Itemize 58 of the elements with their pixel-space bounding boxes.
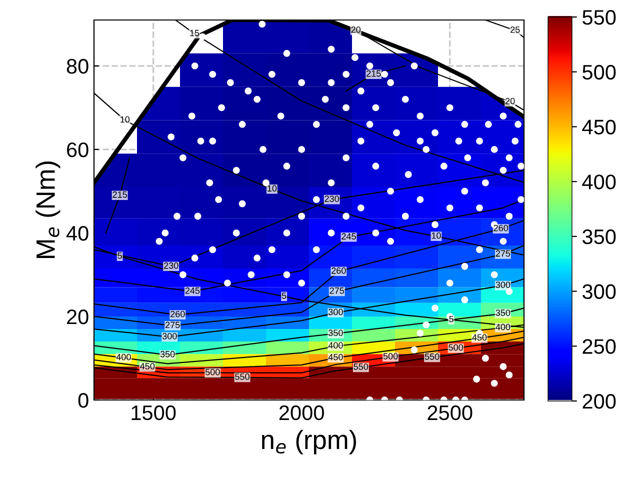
annotation: 215 xyxy=(112,191,127,198)
annotation: 300 xyxy=(328,308,343,316)
annotation: 550 xyxy=(354,363,368,370)
annotation: 450 xyxy=(328,354,343,360)
color-bar-label: 250 xyxy=(582,339,616,354)
annotation: 10 xyxy=(432,232,441,239)
annotation: 400 xyxy=(328,342,343,349)
annotation: 275 xyxy=(496,250,510,257)
annotation: 5 xyxy=(282,292,286,299)
color-bar-label: 400 xyxy=(582,174,616,190)
annotation: 450 xyxy=(472,334,487,341)
y-tick-label: 80 xyxy=(66,58,88,74)
annotation: 450 xyxy=(140,363,155,370)
annotation: 20 xyxy=(505,98,515,104)
y-tick-label: 40 xyxy=(66,226,88,241)
annotation: 230 xyxy=(164,262,178,269)
x-axis-title: n$_{e}$ (rpm) xyxy=(262,430,356,454)
annotation: 20 xyxy=(351,26,361,33)
annotation: 400 xyxy=(116,354,131,360)
annotation: 500 xyxy=(383,353,398,360)
color-bar-label: 450 xyxy=(582,120,616,134)
annotation: 5 xyxy=(449,316,454,322)
annotation: 10 xyxy=(120,116,130,123)
annotation: 10 xyxy=(268,185,277,192)
annotation: 260 xyxy=(332,267,346,274)
annotation: 215 xyxy=(366,70,381,77)
annotation: 400 xyxy=(496,324,510,330)
annotation: 350 xyxy=(160,350,175,358)
color-bar-label: 500 xyxy=(582,64,616,80)
annotation: 15 xyxy=(190,30,200,36)
x-tick-label: 1500 xyxy=(132,405,176,420)
annotation: 550 xyxy=(235,373,250,380)
color-bar-label: 300 xyxy=(582,284,616,300)
annotation: 260 xyxy=(494,224,508,232)
annotation: 350 xyxy=(496,310,510,316)
annotation: 300 xyxy=(496,282,510,288)
annotation: 245 xyxy=(342,233,356,240)
annotation: 230 xyxy=(324,196,340,202)
y-axis-title: M$_{e}$ (Nm) xyxy=(36,162,60,258)
x-tick-label: 2000 xyxy=(279,405,324,420)
y-tick-label: 20 xyxy=(67,309,88,324)
annotation: 275 xyxy=(330,287,344,294)
annotation: 5 xyxy=(118,252,122,259)
y-tick-label: 60 xyxy=(67,142,88,158)
annotation: 350 xyxy=(328,330,343,336)
annotation: 500 xyxy=(448,344,463,351)
x-tick-label: 2500 xyxy=(428,405,472,420)
annotation: 500 xyxy=(205,368,220,376)
annotation: 260 xyxy=(170,310,185,318)
color-bar-label: 550 xyxy=(582,10,616,25)
annotation: 275 xyxy=(166,322,180,328)
y-tick-label: 0 xyxy=(78,393,88,408)
annotation: 300 xyxy=(162,332,177,340)
annotation: 25 xyxy=(510,26,520,33)
color-bar-label: 350 xyxy=(582,229,616,244)
annotation: 245 xyxy=(185,287,200,294)
color-bar-label: 200 xyxy=(582,394,616,409)
annotation: 550 xyxy=(424,353,440,360)
